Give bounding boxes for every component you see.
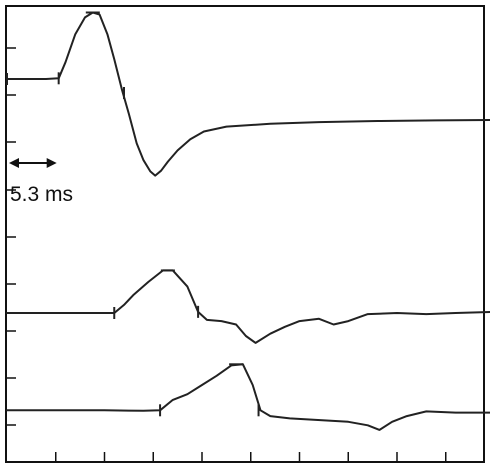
y-ticks [7, 47, 16, 426]
traces [6, 11, 490, 431]
annotation-arrowhead-left [9, 158, 19, 168]
x-ticks [55, 452, 447, 463]
trace-3-line [6, 363, 490, 431]
plot-frame [5, 5, 485, 463]
annotation-arrowhead-right [46, 158, 57, 168]
annotation-arrow-group [9, 158, 57, 168]
duration-annotation-label: 5.3 ms [10, 183, 74, 206]
trace-1-line [6, 11, 490, 177]
trace-2-line [6, 269, 490, 344]
